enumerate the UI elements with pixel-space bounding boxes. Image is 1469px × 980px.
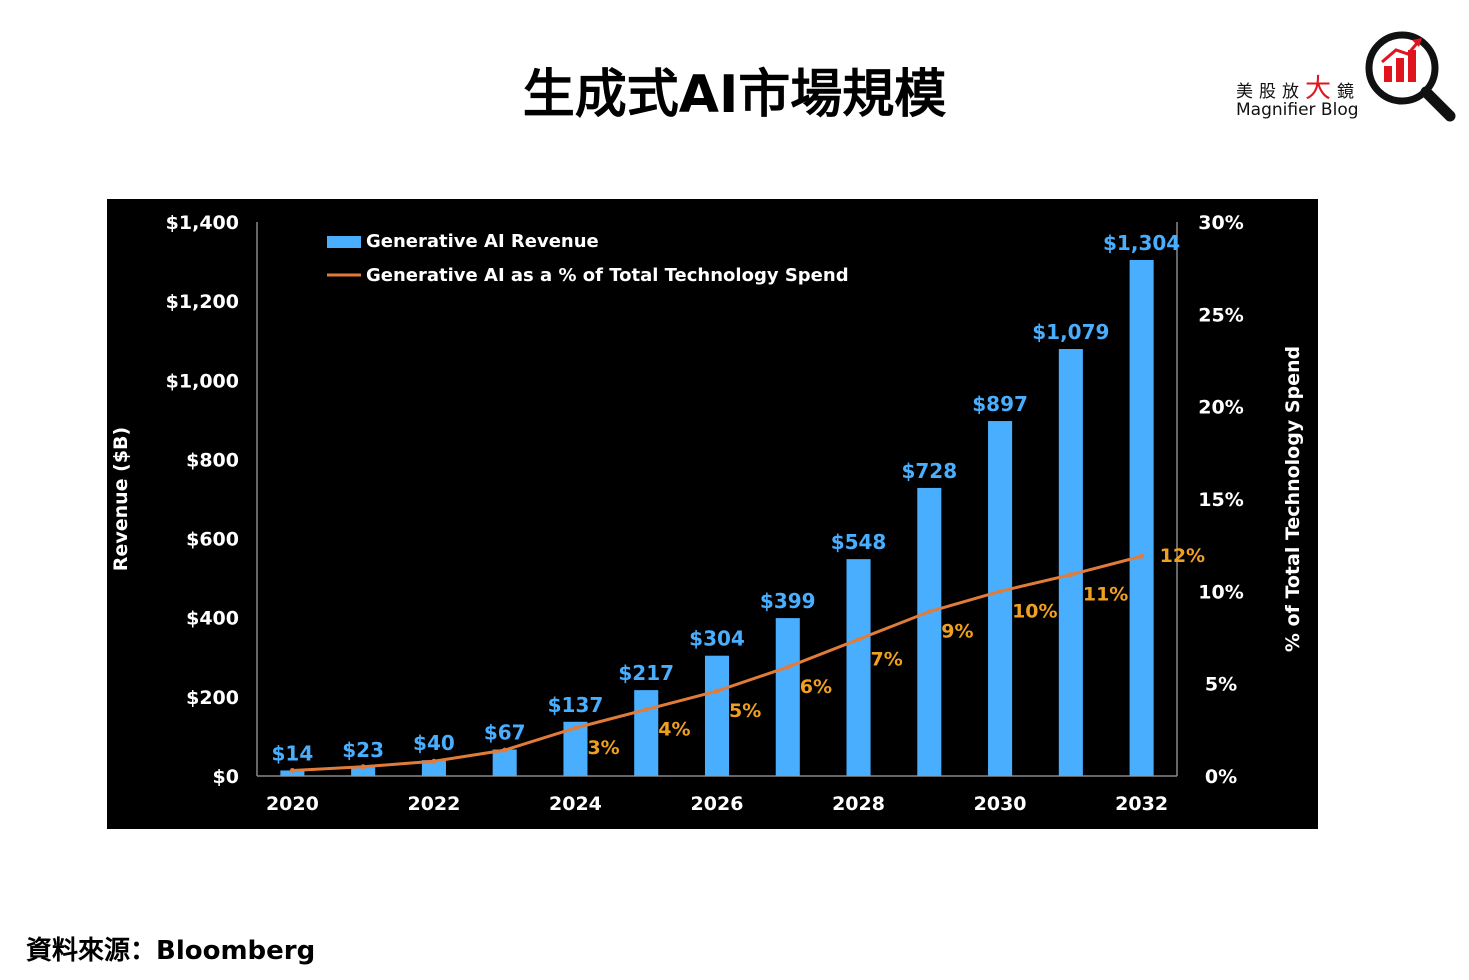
revenue-bar-label: $1,079 <box>1032 320 1109 344</box>
source-note: 資料來源：Bloomberg <box>26 936 316 966</box>
x-tick-label: 2028 <box>832 793 885 815</box>
pct-spend-label: 6% <box>800 676 832 698</box>
y-right-tick-label: 20% <box>1198 397 1243 419</box>
revenue-bar-label: $14 <box>272 741 314 765</box>
y-left-axis-title: Revenue ($B) <box>110 427 132 571</box>
y-right-tick-label: 30% <box>1198 212 1243 234</box>
pct-spend-point <box>997 588 1003 594</box>
logo-chinese-text: 美股放大鏡 <box>1236 68 1360 105</box>
x-tick-label: 2030 <box>974 793 1027 815</box>
pct-spend-label: 12% <box>1160 545 1205 567</box>
y-right-axis-title: % of Total Technology Spend <box>1282 346 1304 652</box>
legend-bar-label: Generative AI Revenue <box>366 231 599 252</box>
pct-spend-point <box>926 609 932 615</box>
revenue-bar-label: $897 <box>972 392 1028 416</box>
revenue-bar <box>280 770 305 776</box>
pct-spend-point <box>1139 553 1145 559</box>
y-left-tick-label: $600 <box>186 529 239 551</box>
pct-spend-label: 3% <box>587 737 619 759</box>
logo-cn-big: 大 <box>1305 74 1338 104</box>
revenue-bar-label: $217 <box>618 661 674 685</box>
pct-spend-point <box>643 707 649 713</box>
pct-spend-point <box>289 767 295 773</box>
revenue-bar <box>351 766 376 776</box>
brand-logo: 美股放大鏡 Magnifier Blog <box>1232 28 1462 124</box>
revenue-bar <box>704 655 730 776</box>
revenue-bar-label: $137 <box>548 693 604 717</box>
pct-spend-point <box>785 664 791 670</box>
y-left-tick-label: $1,400 <box>166 212 239 234</box>
revenue-bar <box>421 760 446 776</box>
revenue-bar <box>775 618 800 776</box>
pct-spend-label: 11% <box>1083 584 1128 606</box>
revenue-bar <box>492 749 517 776</box>
revenue-bar-label: $40 <box>413 731 455 755</box>
y-left-tick-label: $0 <box>213 766 239 788</box>
y-left-tick-label: $200 <box>186 687 239 709</box>
revenue-bar <box>634 690 659 776</box>
pct-spend-label: 9% <box>941 621 973 643</box>
revenue-bar <box>988 421 1013 776</box>
pct-spend-point <box>502 747 508 753</box>
pct-spend-point <box>360 764 366 770</box>
revenue-bar-label: $1,304 <box>1103 231 1180 255</box>
revenue-bar-label: $399 <box>760 589 816 613</box>
revenue-bar <box>1129 259 1154 776</box>
y-left-tick-label: $1,200 <box>166 291 239 313</box>
revenue-bar-label: $23 <box>342 738 384 762</box>
legend-line-label: Generative AI as a % of Total Technology… <box>366 265 849 286</box>
x-tick-label: 2026 <box>691 793 744 815</box>
logo-cn-suffix: 鏡 <box>1337 82 1361 102</box>
y-left-tick-label: $400 <box>186 608 239 630</box>
revenue-bar <box>846 559 871 776</box>
y-left-tick-label: $800 <box>186 449 239 471</box>
x-tick-label: 2024 <box>549 793 602 815</box>
x-tick-label: 2022 <box>407 793 460 815</box>
revenue-bar <box>917 487 942 776</box>
logo-english-text: Magnifier Blog <box>1236 100 1359 120</box>
generative-ai-chart: $0 $200 $400 $600 $800 $1,000 $1,200 $1,400 0% 5%… <box>110 212 1304 815</box>
pct-spend-point <box>572 725 578 731</box>
pct-spend-label: 7% <box>871 648 903 670</box>
revenue-bar-label: $67 <box>484 720 526 744</box>
y-right-tick-label: 5% <box>1205 674 1237 696</box>
revenue-bar <box>1058 349 1083 776</box>
x-tick-label: 2032 <box>1115 793 1168 815</box>
pct-spend-point <box>1068 572 1074 578</box>
y-right-tick-label: 25% <box>1198 304 1243 326</box>
chart-panel: $0 $200 $400 $600 $800 $1,000 $1,200 $1,400 0% 5%… <box>107 199 1318 829</box>
revenue-bar-label: $304 <box>689 627 745 651</box>
y-right-tick-label: 10% <box>1198 581 1243 603</box>
logo-cn-prefix: 美股放 <box>1236 82 1305 102</box>
y-right-tick-label: 15% <box>1198 489 1243 511</box>
x-tick-label: 2020 <box>266 793 319 815</box>
pct-spend-point <box>431 758 437 764</box>
pct-spend-point <box>856 636 862 642</box>
revenue-bar-label: $728 <box>901 459 957 483</box>
page-title: 生成式AI市場規模 <box>522 65 947 125</box>
pct-spend-label: 5% <box>729 700 761 722</box>
magnifier-bar-chart-icon <box>1365 31 1456 122</box>
y-right-tick-label: 0% <box>1205 766 1237 788</box>
pct-spend-label: 4% <box>658 719 690 741</box>
legend-bar-swatch <box>327 236 361 248</box>
pct-spend-label: 10% <box>1012 600 1057 622</box>
revenue-bar-label: $548 <box>831 530 887 554</box>
pct-spend-point <box>714 688 720 694</box>
y-left-tick-label: $1,000 <box>166 370 239 392</box>
